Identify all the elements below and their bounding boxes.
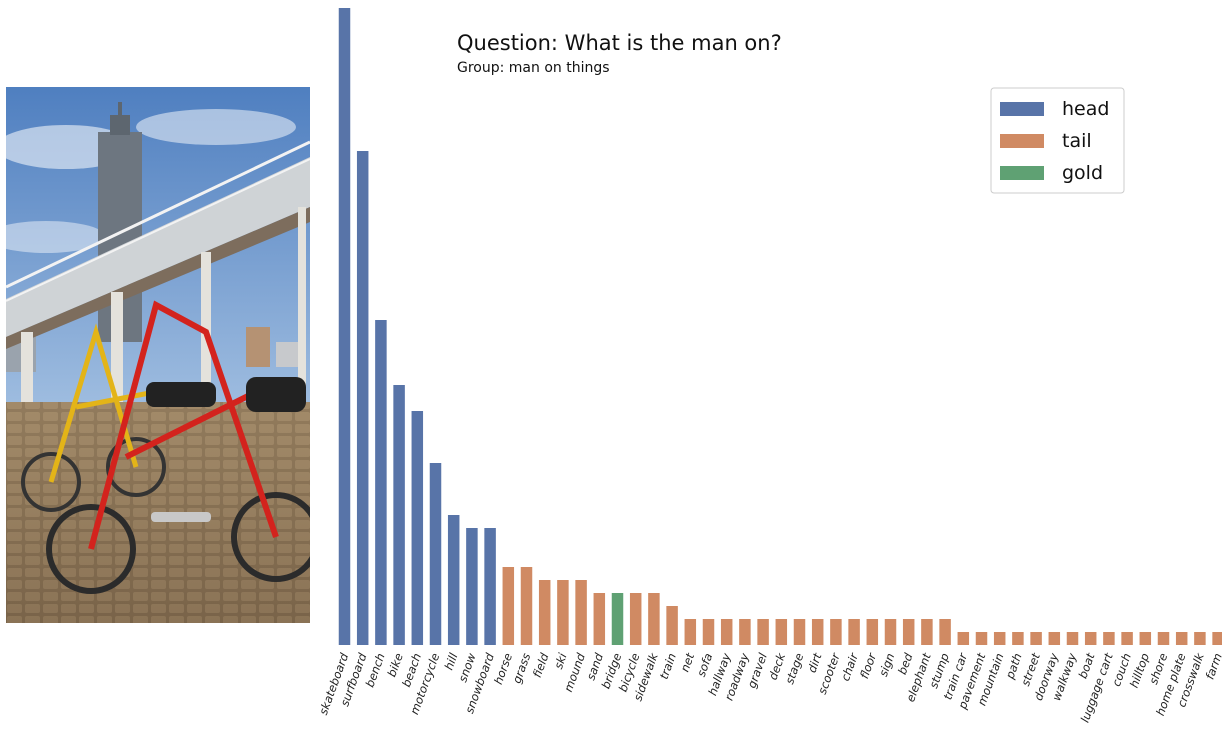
x-tick-label: sign — [876, 651, 897, 678]
bar-surfboard — [356, 151, 369, 645]
x-tick-label: chair — [838, 650, 861, 683]
legend-swatch-tail — [1000, 134, 1044, 148]
bar-skateboard — [338, 8, 351, 645]
x-tick-label: train — [657, 651, 679, 681]
chart-subtitle: Group: man on things — [457, 60, 610, 76]
bar-bench — [375, 320, 387, 645]
bar-beach — [411, 411, 424, 645]
bar-motorcycle — [429, 463, 442, 645]
bar-luggage-cart — [1103, 632, 1115, 645]
x-tick-label: ski — [551, 650, 570, 670]
bar-floor — [866, 619, 879, 645]
bar-crosswalk — [1194, 632, 1206, 645]
x-tick-labels: skateboardsurfboardbenchbikebeachmotorcy… — [316, 650, 1222, 724]
bar-bike — [393, 385, 405, 645]
bar-path — [1012, 632, 1024, 645]
bar-boat — [1084, 632, 1097, 645]
bar-doorway — [1048, 632, 1061, 645]
bar-grass — [520, 567, 533, 645]
bar-sign — [884, 619, 897, 645]
bar-net — [684, 619, 697, 645]
bar-scooter — [830, 619, 842, 645]
bar-field — [538, 580, 551, 645]
bar-roadway — [739, 619, 751, 645]
x-tick-label: floor — [857, 650, 880, 681]
bar-snow — [466, 528, 478, 645]
legend-swatch-head — [1000, 102, 1044, 116]
legend-swatch-gold — [1000, 166, 1044, 180]
x-tick-label: hill — [442, 650, 461, 671]
bar-sofa — [702, 619, 715, 645]
legend-label-tail: tail — [1062, 130, 1092, 152]
bar-bridge — [611, 593, 624, 645]
bar-horse — [502, 567, 515, 645]
x-tick-label: dirt — [805, 651, 825, 675]
bar-gravel — [757, 619, 769, 645]
bar-stump — [939, 619, 951, 645]
legend-label-gold: gold — [1062, 162, 1103, 184]
bar-chair — [848, 619, 860, 645]
bar-pavement — [975, 632, 988, 645]
legend: head tail gold — [990, 87, 1125, 194]
chart-title: Question: What is the man on? — [457, 31, 782, 55]
bar-hallway — [720, 619, 733, 645]
x-tick-label: field — [530, 651, 552, 680]
bar-hill — [447, 515, 460, 645]
bar-couch — [1121, 632, 1133, 645]
bars-group — [338, 8, 1222, 645]
bar-snowboard — [484, 528, 496, 645]
bar-sidewalk — [648, 593, 660, 645]
bar-street — [1030, 632, 1042, 645]
bar-dirt — [811, 619, 824, 645]
bar-mountain — [993, 632, 1006, 645]
legend-label-head: head — [1062, 98, 1109, 120]
bar-train-car — [957, 632, 970, 645]
bar-ski — [557, 580, 569, 645]
bar-deck — [775, 619, 788, 645]
bar-stage — [793, 619, 806, 645]
x-tick-label: net — [678, 651, 698, 674]
bar-hilltop — [1139, 632, 1152, 645]
photo-bicycles-under-bridge — [6, 87, 310, 623]
bar-farm — [1212, 632, 1222, 645]
bar-bicycle — [629, 593, 642, 645]
bar-walkway — [1066, 632, 1079, 645]
bar-home-plate — [1175, 632, 1188, 645]
bar-bed — [902, 619, 915, 645]
bar-elephant — [921, 619, 933, 645]
bar-sand — [593, 593, 606, 645]
bar-shore — [1157, 632, 1170, 645]
bar-mound — [575, 580, 587, 645]
bar-train — [666, 606, 678, 645]
